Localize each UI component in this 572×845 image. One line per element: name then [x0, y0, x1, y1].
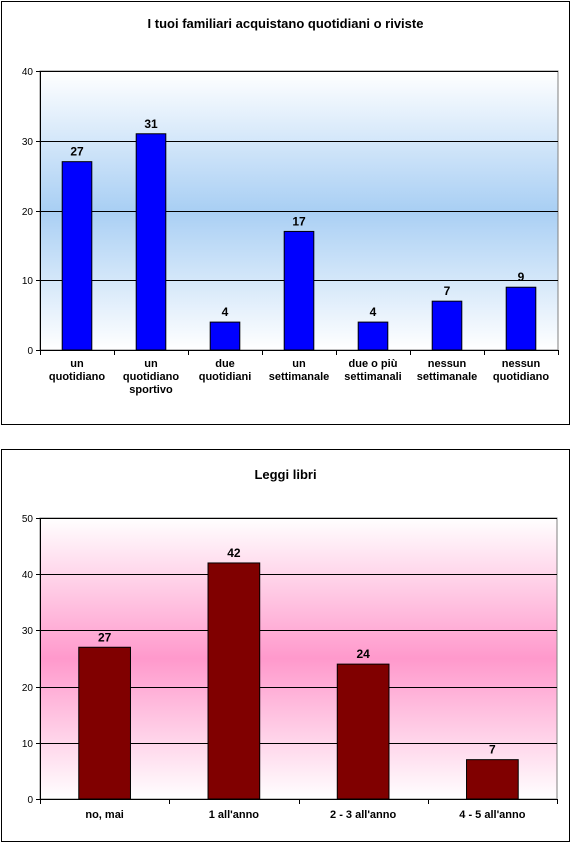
bar	[357, 321, 389, 351]
category-label: nessun quotidiano	[493, 358, 549, 383]
bar	[78, 646, 131, 800]
data-label: 27	[70, 145, 84, 159]
data-label: 7	[444, 284, 451, 298]
data-label: 4	[370, 305, 377, 319]
bar	[61, 161, 93, 351]
y-tick-label: 10	[22, 276, 34, 287]
data-label: 7	[489, 743, 496, 757]
chart-title: Leggi libri	[254, 467, 317, 482]
y-tick-label: 0	[27, 346, 33, 357]
bar	[336, 663, 390, 800]
y-tick-label: 50	[22, 514, 34, 525]
category-label: un settimanale	[269, 358, 330, 383]
data-label: 17	[292, 214, 306, 228]
category-label: nessun settimanale	[417, 358, 478, 383]
category-label: un quotidiano	[49, 358, 105, 383]
bar	[431, 300, 463, 351]
bar	[505, 286, 537, 351]
data-label: 27	[98, 630, 112, 644]
y-tick-label: 40	[22, 67, 34, 78]
data-label: 42	[227, 546, 241, 560]
y-tick-label: 20	[22, 683, 34, 694]
bar	[207, 562, 261, 800]
y-tick-label: 10	[22, 739, 34, 750]
bar-chart-2: 0 10 20 30 40 50 27 no, mai 42 1 all'anno 24 2 - 3 …	[22, 514, 558, 821]
chart-panel-1: I tuoi familiari acquistano quotidiani o…	[1, 1, 570, 425]
y-tick-label: 30	[22, 137, 34, 148]
bar-chart-1: 0 10 20 30 40 27 un quotidiano 31 un quotidiano spo…	[22, 67, 559, 396]
chart-title: I tuoi familiari acquistano quotidiani o…	[147, 16, 424, 31]
bar	[283, 230, 315, 351]
data-label: 9	[518, 270, 525, 284]
bar	[209, 321, 241, 351]
y-tick-label: 40	[22, 570, 34, 581]
category-label: due o più settimanali	[344, 358, 401, 383]
category-label: 2 - 3 all'anno	[330, 809, 396, 821]
y-tick-label: 0	[27, 795, 33, 806]
data-label: 4	[222, 305, 229, 319]
data-label: 31	[144, 117, 158, 131]
y-tick-label: 20	[22, 207, 34, 218]
category-label: no, mai	[85, 809, 124, 821]
chart-panel-2: Leggi libri 0 10 20 30 40 50 27 no, mai 42 1 all'…	[1, 449, 570, 842]
bar	[466, 759, 519, 800]
data-label: 24	[356, 647, 370, 661]
category-label: due quotidiani	[199, 358, 252, 383]
bar	[135, 133, 167, 351]
category-label: un quotidiano sportivo	[123, 358, 179, 396]
y-tick-label: 30	[22, 626, 34, 637]
category-label: 1 all'anno	[209, 809, 260, 821]
category-label: 4 - 5 all'anno	[459, 809, 525, 821]
